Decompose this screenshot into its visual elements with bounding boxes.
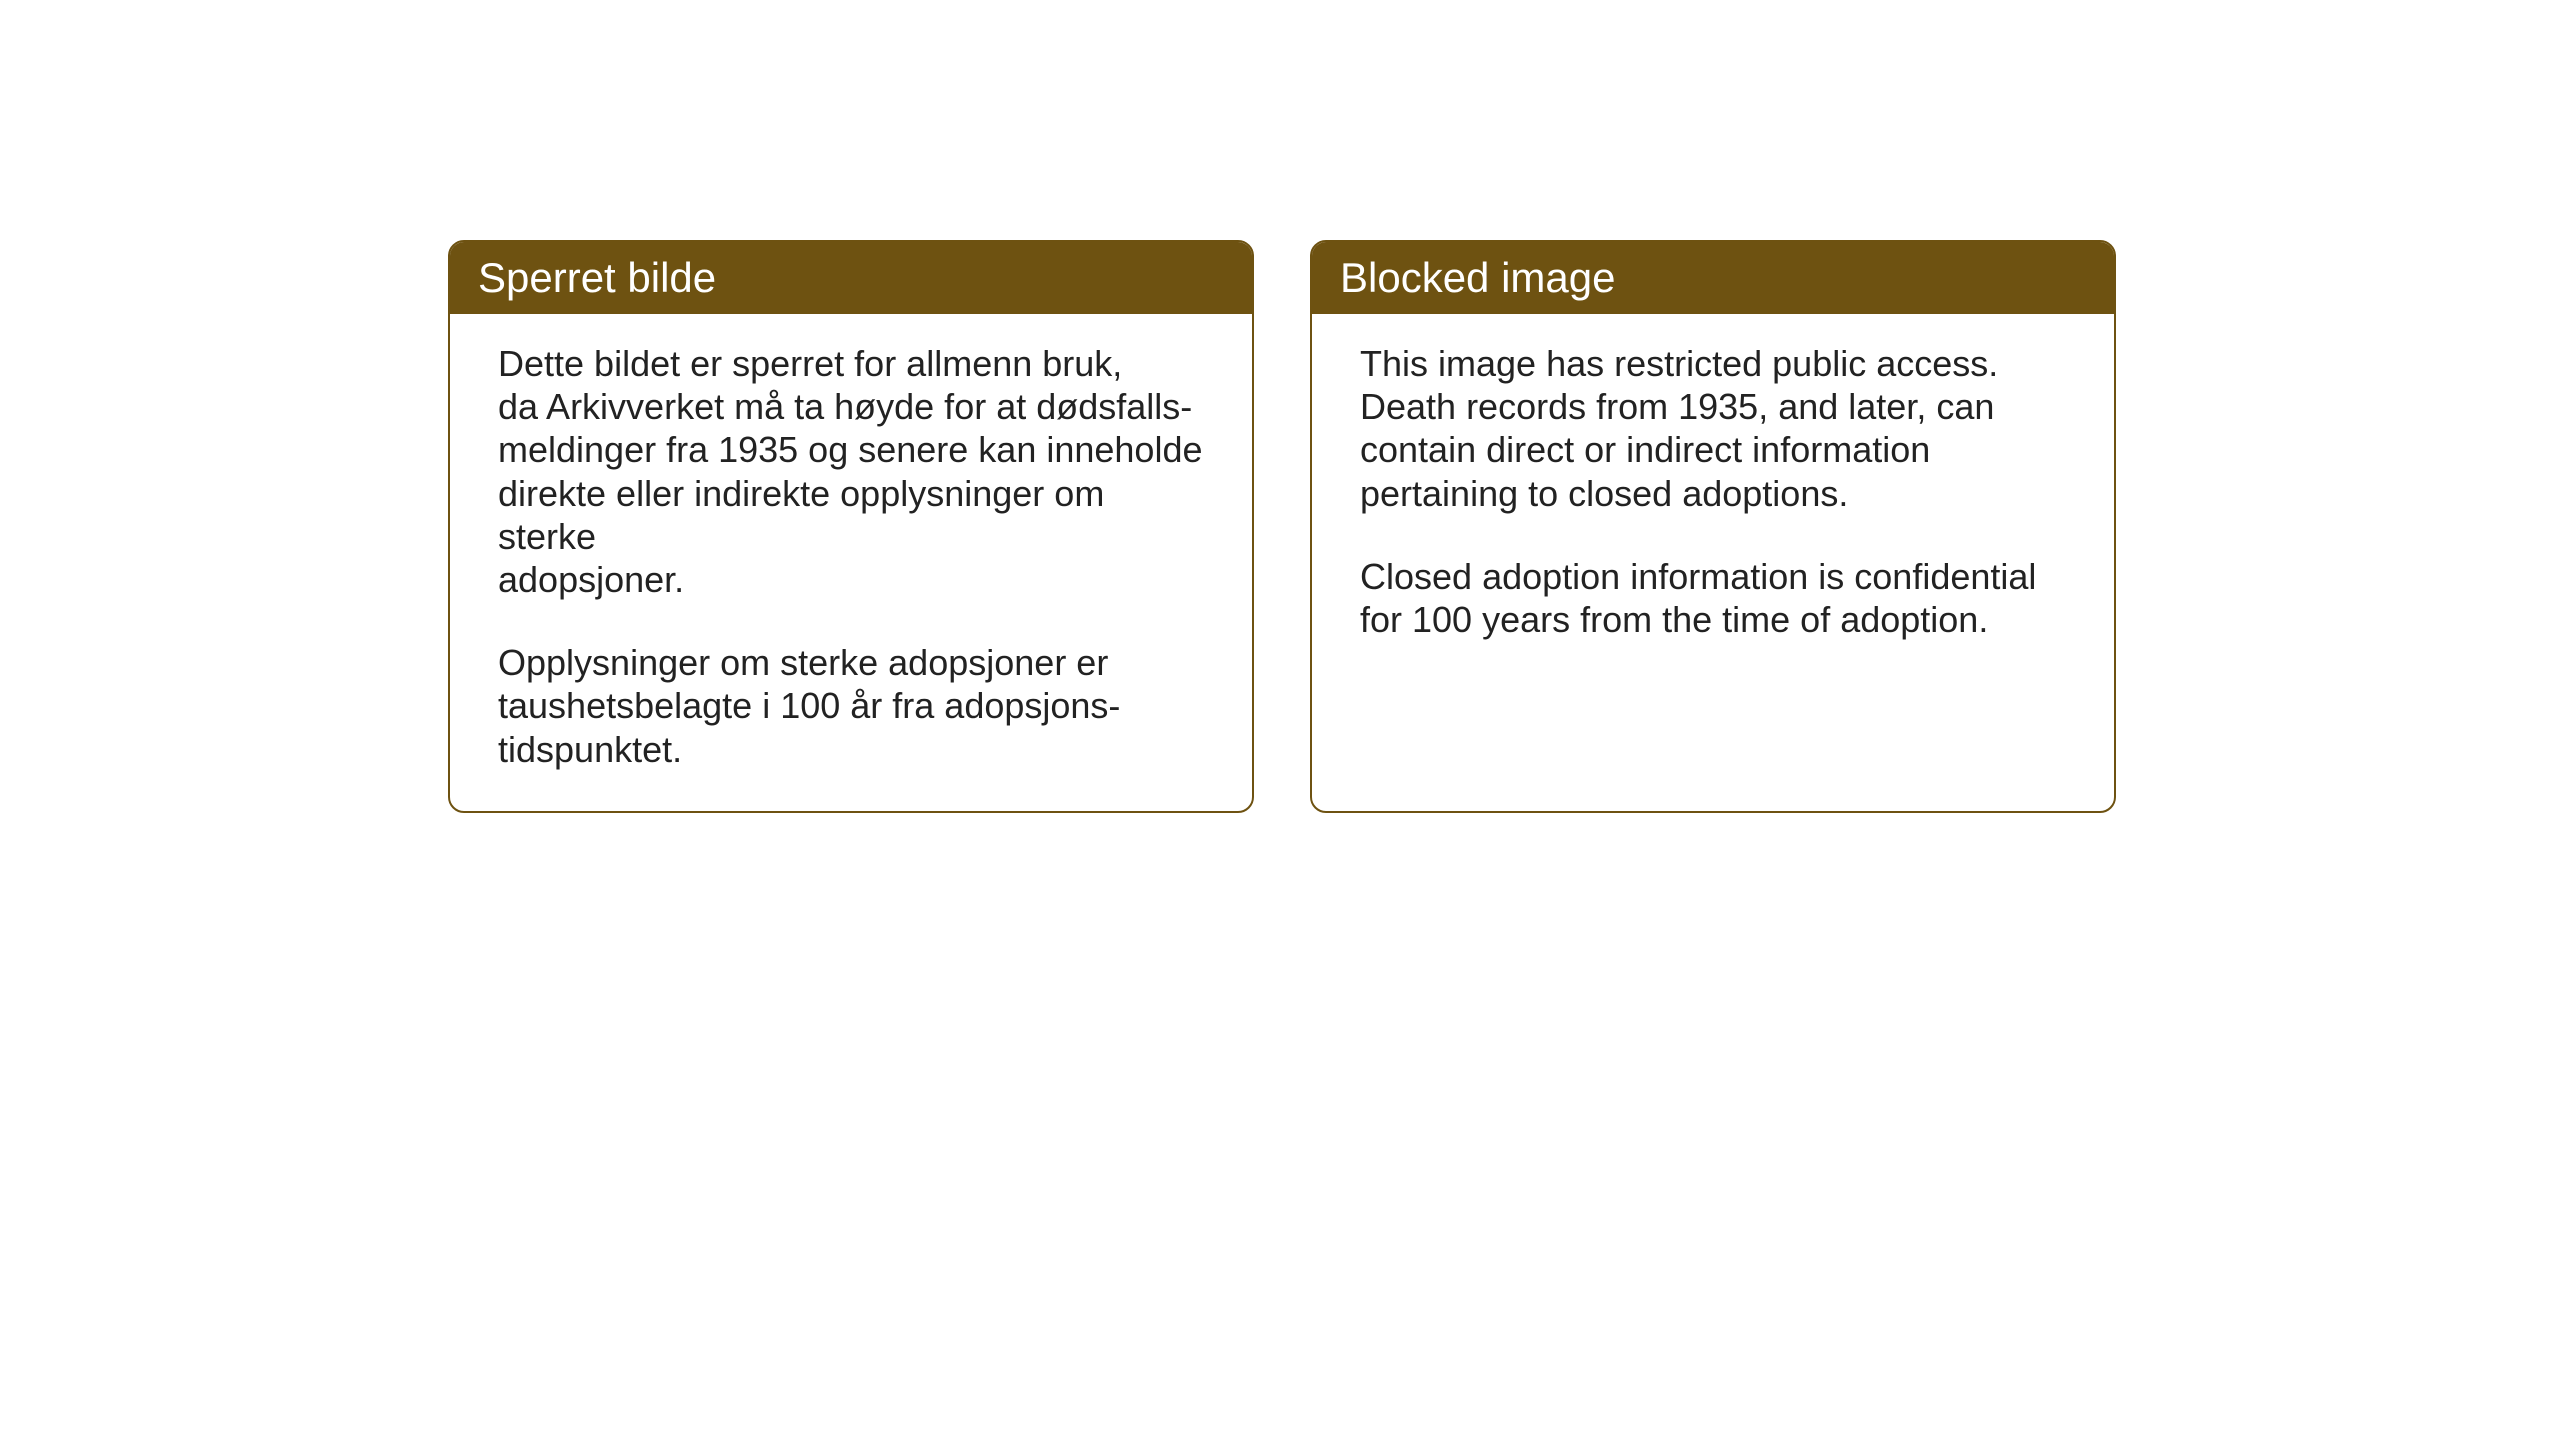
- cards-container: Sperret bilde Dette bildet er sperret fo…: [448, 240, 2116, 813]
- card-body-english: This image has restricted public access.…: [1312, 314, 2114, 681]
- card-paragraph2-norwegian: Opplysninger om sterke adopsjoner er tau…: [498, 641, 1204, 771]
- card-body-norwegian: Dette bildet er sperret for allmenn bruk…: [450, 314, 1252, 811]
- card-paragraph2-english: Closed adoption information is confident…: [1360, 555, 2066, 641]
- card-english: Blocked image This image has restricted …: [1310, 240, 2116, 813]
- card-header-norwegian: Sperret bilde: [450, 242, 1252, 314]
- card-norwegian: Sperret bilde Dette bildet er sperret fo…: [448, 240, 1254, 813]
- card-header-english: Blocked image: [1312, 242, 2114, 314]
- card-paragraph1-english: This image has restricted public access.…: [1360, 342, 2066, 515]
- card-title-english: Blocked image: [1340, 254, 1615, 301]
- card-paragraph1-norwegian: Dette bildet er sperret for allmenn bruk…: [498, 342, 1204, 601]
- card-title-norwegian: Sperret bilde: [478, 254, 716, 301]
